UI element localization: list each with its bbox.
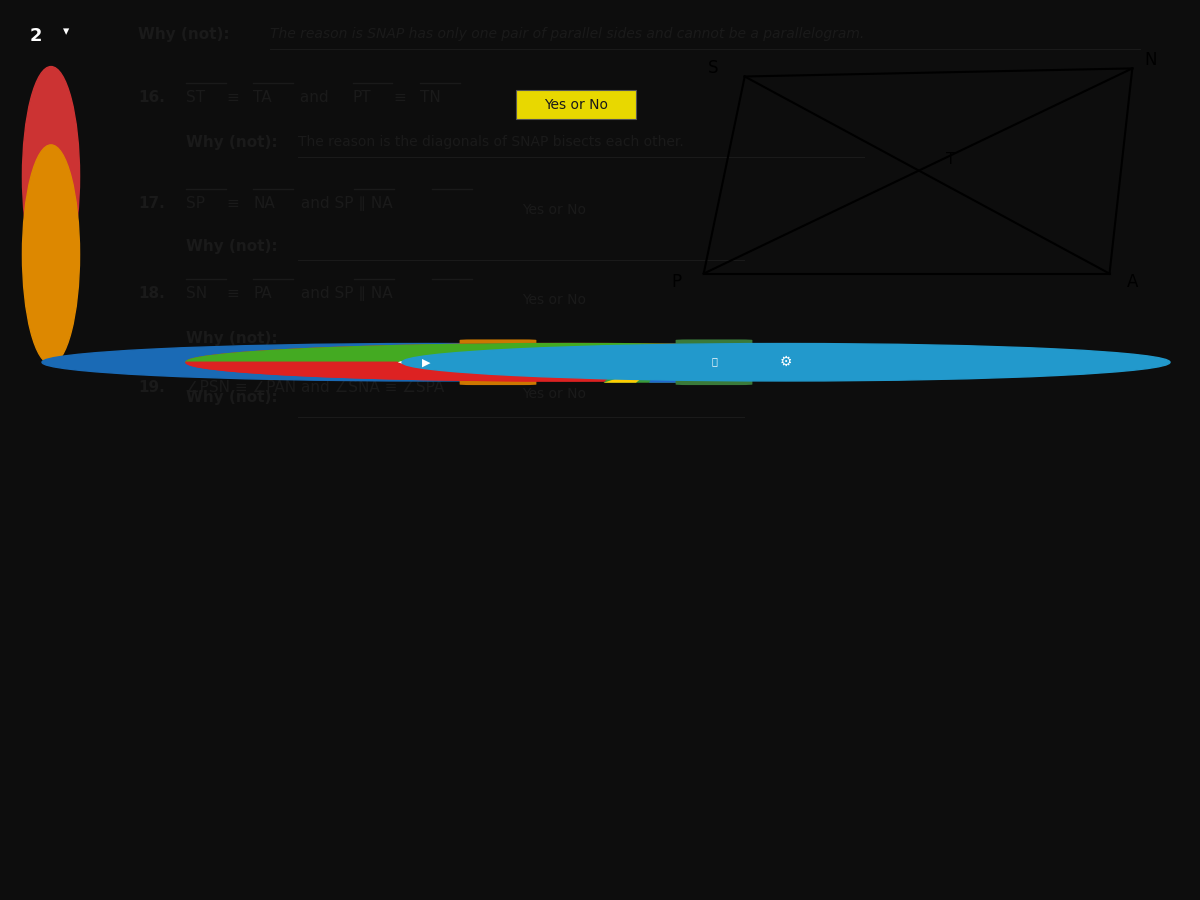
Wedge shape [186, 344, 762, 363]
Text: The reason is the diagonals of SNAP bisects each other.: The reason is the diagonals of SNAP bise… [298, 135, 683, 149]
Text: ST: ST [186, 90, 205, 105]
Text: P: P [671, 273, 682, 291]
Polygon shape [604, 344, 680, 382]
Text: ∠PSN ≡ ∠PAN and ∠SNA ≡ ∠SPA: ∠PSN ≡ ∠PAN and ∠SNA ≡ ∠SPA [186, 380, 444, 395]
Text: SP: SP [186, 196, 205, 211]
FancyBboxPatch shape [460, 339, 536, 385]
Text: Yes or No: Yes or No [522, 203, 586, 217]
Text: and SP ∥ NA: and SP ∥ NA [296, 286, 394, 301]
Text: ▾: ▾ [64, 25, 70, 39]
Text: ≡: ≡ [227, 90, 240, 105]
Text: Yes or No: Yes or No [544, 97, 608, 112]
Circle shape [402, 344, 1170, 381]
Text: Why (not):: Why (not): [186, 135, 277, 150]
Circle shape [397, 354, 743, 371]
Text: and: and [295, 90, 334, 105]
Text: TA: TA [253, 90, 272, 105]
Circle shape [42, 344, 810, 381]
Text: 19.: 19. [138, 380, 164, 395]
Text: N: N [1145, 51, 1157, 69]
Text: NA: NA [253, 196, 275, 211]
Text: ≡: ≡ [227, 196, 240, 211]
Text: 2: 2 [30, 27, 42, 45]
Circle shape [186, 344, 954, 381]
Wedge shape [186, 363, 762, 381]
Text: 👤: 👤 [712, 356, 716, 366]
FancyBboxPatch shape [481, 356, 515, 371]
FancyBboxPatch shape [516, 90, 636, 120]
Text: Why (not):: Why (not): [186, 238, 277, 254]
Text: PA: PA [253, 286, 272, 301]
Text: S: S [708, 59, 718, 77]
Text: Why (not):: Why (not): [186, 331, 277, 346]
Text: and SP ∥ NA: and SP ∥ NA [296, 196, 394, 211]
FancyBboxPatch shape [676, 339, 752, 385]
Wedge shape [656, 346, 954, 379]
Text: Yes or No: Yes or No [522, 387, 586, 401]
Text: A: A [1127, 273, 1138, 291]
Text: Yes or No: Yes or No [522, 293, 586, 307]
Text: SN: SN [186, 286, 208, 301]
Text: 16.: 16. [138, 90, 164, 105]
Polygon shape [604, 365, 658, 382]
Circle shape [23, 145, 79, 364]
Text: Why (not):: Why (not): [138, 27, 229, 42]
Circle shape [462, 357, 678, 367]
Text: The reason is SNAP has only one pair of parallel sides and cannot be a parallelo: The reason is SNAP has only one pair of … [270, 27, 864, 41]
Polygon shape [649, 365, 680, 382]
Text: PT: PT [353, 90, 372, 105]
Text: 18.: 18. [138, 286, 164, 301]
Circle shape [23, 67, 79, 286]
Text: TN: TN [420, 90, 440, 105]
Text: ▶: ▶ [421, 357, 431, 367]
Text: T: T [946, 152, 955, 167]
Text: Why (not):: Why (not): [186, 391, 277, 405]
Circle shape [462, 357, 678, 367]
Text: ≡: ≡ [227, 286, 240, 301]
Text: ≡: ≡ [394, 90, 407, 105]
Text: ⚙: ⚙ [780, 356, 792, 369]
Text: 17.: 17. [138, 196, 164, 211]
